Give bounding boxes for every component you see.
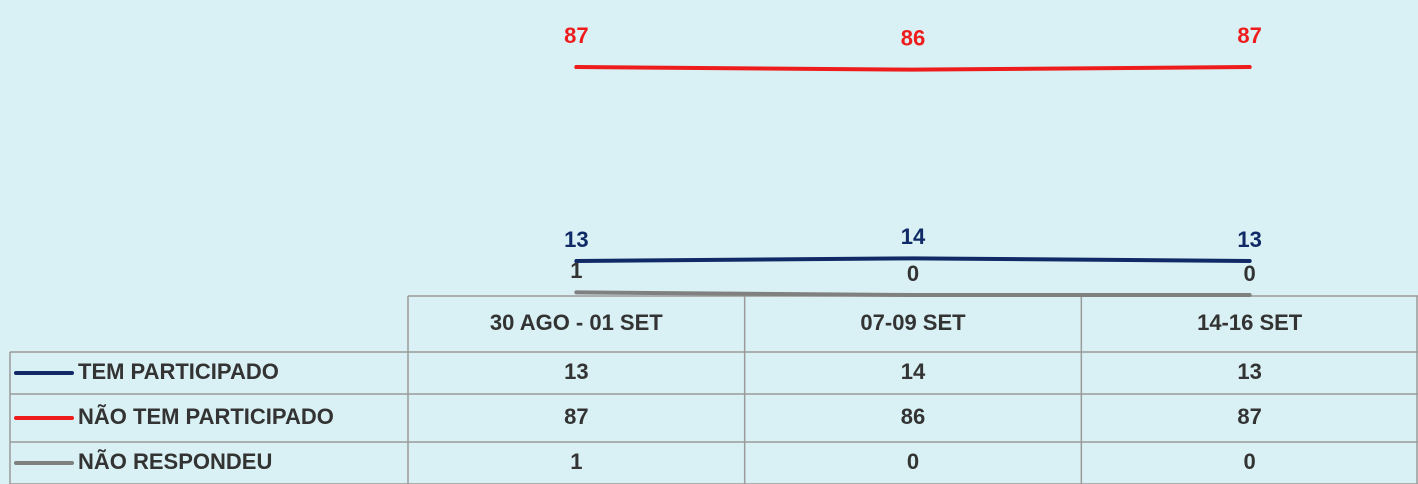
table-value: 86 <box>901 404 925 429</box>
table-value: 13 <box>564 359 588 384</box>
x-category-label: 14-16 SET <box>1197 310 1303 335</box>
table-value: 1 <box>570 449 582 474</box>
legend-label: NÃO TEM PARTICIPADO <box>78 404 334 429</box>
data-label: 87 <box>564 23 588 48</box>
data-label: 13 <box>1237 227 1261 252</box>
legend-label: NÃO RESPONDEU <box>78 449 272 474</box>
legend-label: TEM PARTICIPADO <box>78 359 279 384</box>
table-value: 14 <box>901 359 926 384</box>
data-label: 87 <box>1237 23 1261 48</box>
x-category-label: 07-09 SET <box>860 310 966 335</box>
data-label: 86 <box>901 25 925 50</box>
table-value: 87 <box>1237 404 1261 429</box>
series-line <box>574 256 1252 263</box>
table-value: 0 <box>1244 449 1256 474</box>
data-label: 14 <box>901 224 926 249</box>
series-line <box>574 65 1252 72</box>
data-label: 0 <box>907 261 919 286</box>
data-label: 13 <box>564 227 588 252</box>
data-label: 1 <box>570 258 582 283</box>
data-label: 0 <box>1244 261 1256 286</box>
table-value: 13 <box>1237 359 1261 384</box>
table-value: 0 <box>907 449 919 474</box>
series-line <box>574 290 1252 297</box>
x-category-label: 30 AGO - 01 SET <box>490 310 663 335</box>
table-value: 87 <box>564 404 588 429</box>
